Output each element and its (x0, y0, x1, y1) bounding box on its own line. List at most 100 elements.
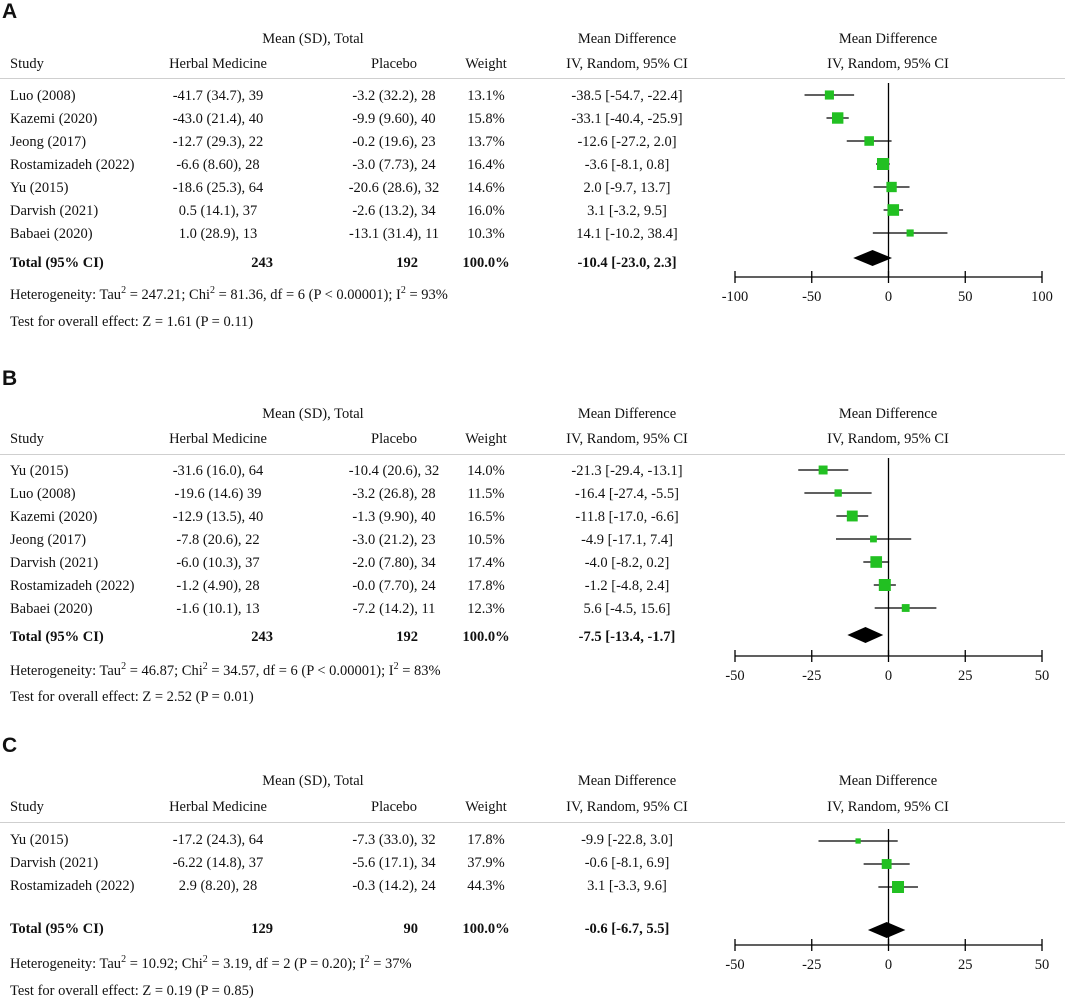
herbal-value: 1.0 (28.9), 13 (178, 226, 258, 242)
tick-label: -50 (725, 668, 744, 684)
herbal-value: 2.9 (8.20), 28 (178, 878, 258, 894)
ci-value: 3.1 [-3.3, 9.6] (587, 878, 667, 894)
pooled-diamond (867, 922, 906, 938)
weight-value: 12.3% (467, 601, 505, 617)
total-herbal: 129 (251, 921, 273, 937)
ci-value: -11.8 [-17.0, -6.6] (575, 509, 679, 525)
panel-letter: B (2, 367, 18, 390)
md-sub-header: IV, Random, 95% CI (566, 431, 688, 447)
tick-label: 25 (958, 668, 973, 684)
total-ci: -10.4 [-23.0, 2.3] (577, 255, 677, 271)
placebo-value: -3.0 (7.73), 24 (352, 157, 436, 173)
heterogeneity-text: Heterogeneity: Tau2 = 10.92; Chi2 = 3.19… (10, 954, 412, 973)
ci-value: -0.6 [-8.1, 6.9] (584, 855, 670, 871)
study-name: Darvish (2021) (10, 203, 99, 219)
study-marker (818, 465, 828, 475)
tick-label: -25 (802, 668, 821, 684)
tick-label: 50 (958, 289, 973, 305)
study-name: Darvish (2021) (10, 555, 99, 571)
herbal-value: -1.6 (10.1), 13 (176, 601, 260, 617)
placebo-value: -0.3 (14.2), 24 (352, 878, 436, 894)
study-marker (892, 881, 905, 893)
tick-label: -25 (802, 957, 821, 973)
ci-value: -9.9 [-22.8, 3.0] (581, 832, 673, 848)
md-sub-header: IV, Random, 95% CI (566, 799, 688, 815)
forest-panel-c: C Mean (SD), Total Mean Difference Mean … (0, 734, 1065, 1003)
study-marker (831, 112, 844, 124)
heterogeneity-text: Heterogeneity: Tau2 = 247.21; Chi2 = 81.… (10, 285, 448, 304)
plot-title: Mean Difference (838, 406, 938, 422)
ci-value: 5.6 [-4.5, 15.6] (583, 601, 671, 617)
study-marker (876, 158, 889, 170)
placebo-header: Placebo (371, 56, 417, 72)
study-name: Luo (2008) (10, 88, 76, 104)
study-name: Rostamizadeh (2022) (10, 878, 135, 894)
study-name: Kazemi (2020) (10, 111, 98, 127)
total-label: Total (95% CI) (10, 629, 104, 645)
herbal-value: -31.6 (16.0), 64 (172, 463, 264, 479)
weight-value: 10.3% (467, 226, 505, 242)
total-ci: -0.6 [-6.7, 5.5] (584, 921, 670, 937)
weight-value: 17.8% (467, 578, 505, 594)
tick-label: -50 (725, 957, 744, 973)
study-marker (834, 489, 842, 497)
ci-value: -4.9 [-17.1, 7.4] (581, 532, 673, 548)
herbal-value: 0.5 (14.1), 37 (178, 203, 258, 219)
group-header: Mean (SD), Total (262, 773, 364, 789)
tick-label: 0 (885, 957, 892, 973)
header-divider (0, 822, 1065, 823)
total-ci: -7.5 [-13.4, -1.7] (578, 629, 676, 645)
md-header: Mean Difference (577, 773, 677, 789)
weight-value: 16.4% (467, 157, 505, 173)
study-header: Study (10, 56, 44, 72)
study-marker (906, 229, 914, 237)
study-name: Jeong (2017) (10, 532, 87, 548)
study-marker (870, 535, 877, 543)
group-header: Mean (SD), Total (262, 406, 364, 422)
total-placebo: 192 (396, 255, 418, 271)
herbal-value: -18.6 (25.3), 64 (172, 180, 264, 196)
placebo-value: -5.6 (17.1), 34 (352, 855, 436, 871)
overall-effect-text: Test for overall effect: Z = 0.19 (P = 0… (10, 983, 254, 999)
study-name: Luo (2008) (10, 486, 76, 502)
study-marker (881, 859, 892, 869)
total-placebo: 192 (396, 629, 418, 645)
total-label: Total (95% CI) (10, 921, 104, 937)
tick-label: -50 (802, 289, 821, 305)
overall-effect-text: Test for overall effect: Z = 2.52 (P = 0… (10, 689, 254, 705)
ci-value: -16.4 [-27.4, -5.5] (575, 486, 679, 502)
tick-label: 25 (958, 957, 973, 973)
herbal-value: -7.8 (20.6), 22 (176, 532, 260, 548)
plot-title: Mean Difference (838, 773, 938, 789)
md-sub-header: IV, Random, 95% CI (566, 56, 688, 72)
ci-value: -21.3 [-29.4, -13.1] (571, 463, 683, 479)
study-marker (846, 510, 858, 522)
weight-value: 15.8% (467, 111, 505, 127)
plot-title: Mean Difference (838, 31, 938, 47)
placebo-value: -2.6 (13.2), 34 (352, 203, 436, 219)
ci-value: -1.2 [-4.8, 2.4] (584, 578, 670, 594)
weight-value: 14.0% (467, 463, 505, 479)
study-marker (878, 579, 891, 591)
ci-value: -4.0 [-8.2, 0.2] (584, 555, 670, 571)
study-name: Babaei (2020) (10, 601, 93, 617)
placebo-value: -2.0 (7.80), 34 (352, 555, 436, 571)
tick-label: 100 (1031, 289, 1053, 305)
tick-label: 50 (1035, 957, 1050, 973)
pooled-diamond (853, 250, 893, 266)
study-name: Yu (2015) (10, 832, 69, 848)
ci-value: -38.5 [-54.7, -22.4] (571, 88, 683, 104)
tick-label: -100 (722, 289, 749, 305)
herbal-value: -6.6 (8.60), 28 (176, 157, 260, 173)
tick-label: 50 (1035, 668, 1050, 684)
herbal-header: Herbal Medicine (169, 56, 267, 72)
ci-value: 3.1 [-3.2, 9.5] (587, 203, 667, 219)
study-name: Rostamizadeh (2022) (10, 157, 135, 173)
herbal-value: -6.0 (10.3), 37 (176, 555, 260, 571)
study-marker (886, 181, 897, 193)
plot-sub-header: IV, Random, 95% CI (827, 56, 949, 72)
study-name: Babaei (2020) (10, 226, 93, 242)
herbal-header: Herbal Medicine (169, 431, 267, 447)
overall-effect-text: Test for overall effect: Z = 1.61 (P = 0… (10, 314, 254, 330)
study-marker (855, 838, 861, 844)
